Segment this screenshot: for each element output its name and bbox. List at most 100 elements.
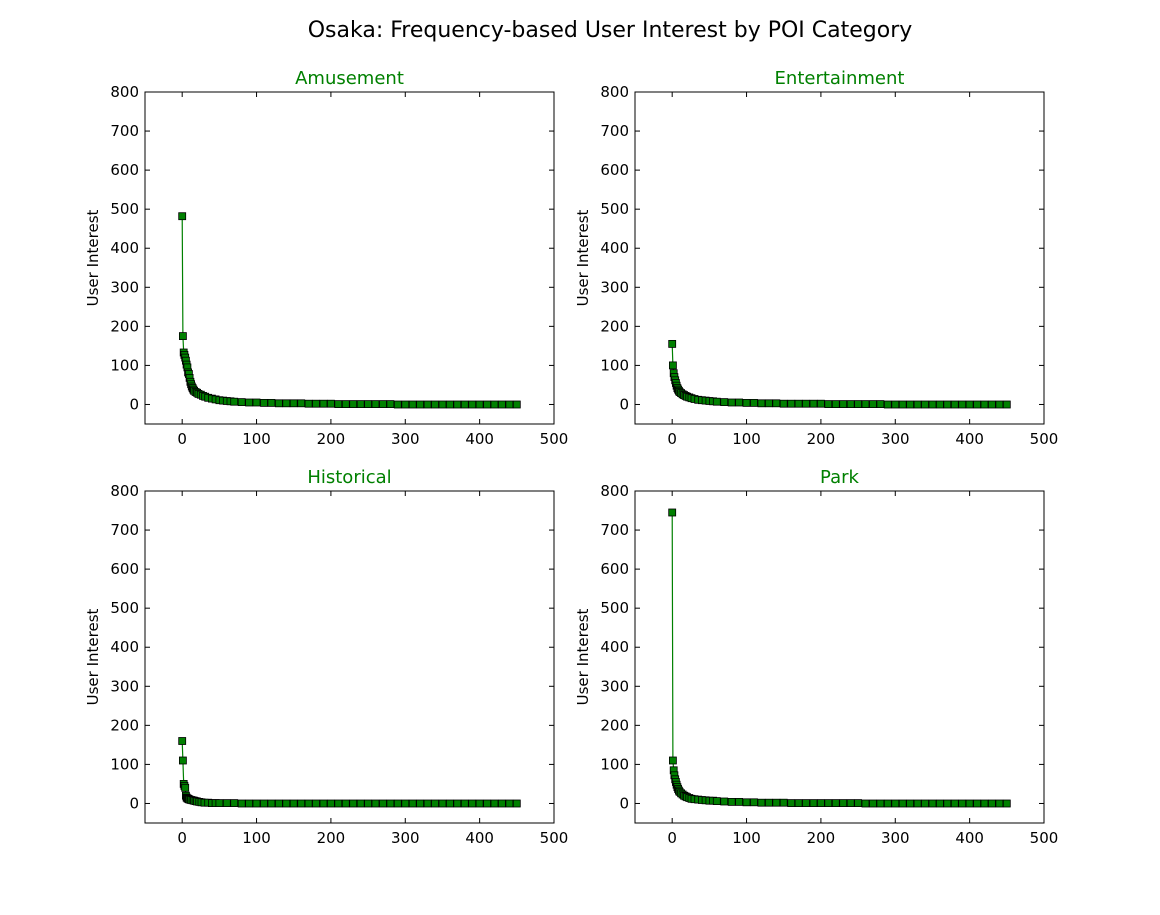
data-point (431, 400, 439, 409)
data-point (669, 756, 677, 765)
data-point (453, 799, 462, 808)
data-point (921, 400, 929, 409)
data-point (995, 400, 1004, 409)
data-point (393, 799, 402, 808)
data-point (891, 400, 900, 409)
data-point (371, 400, 380, 409)
y-tick-label: 0 (129, 794, 139, 812)
data-point (757, 399, 766, 408)
data-point (943, 799, 952, 808)
x-tick-label: 500 (1030, 829, 1059, 847)
data-point (282, 399, 291, 408)
data-point (787, 399, 796, 408)
data-point (913, 799, 922, 808)
data-point (779, 399, 788, 408)
y-tick-label: 700 (110, 122, 139, 140)
data-point (512, 400, 521, 409)
data-point (809, 399, 818, 408)
data-point (831, 799, 840, 807)
panel-amusement: Amusement User Interest 0 100 200 300 400 500 0 1… (84, 68, 568, 448)
data-point (468, 400, 477, 409)
data-point (178, 737, 187, 745)
y-tick-label: 0 (619, 794, 629, 812)
data-point (772, 798, 781, 807)
data-point (906, 799, 914, 808)
data-point (727, 398, 736, 407)
axes-frame (144, 490, 555, 824)
data-point (490, 400, 499, 409)
data-point (475, 400, 484, 409)
panel-title: Historical (307, 467, 391, 488)
x-tick-label: 0 (667, 430, 677, 448)
data-point (876, 400, 885, 409)
data-point (260, 398, 268, 407)
y-tick-label: 600 (110, 161, 139, 179)
x-tick-label: 300 (391, 829, 420, 847)
data-point (980, 799, 989, 808)
data-point (817, 799, 825, 807)
data-point (505, 799, 514, 808)
data-point (831, 400, 840, 409)
x-tick-label: 200 (807, 829, 836, 847)
data-point (1002, 400, 1011, 409)
data-point (237, 799, 246, 808)
panel-entertainment: Entertainment User Interest 0 100 200 300 400 5… (574, 68, 1058, 448)
data-point (319, 799, 328, 808)
data-point (445, 799, 454, 808)
data-point (869, 799, 877, 808)
data-point (460, 400, 469, 409)
x-tick-label: 0 (177, 829, 187, 847)
data-point (750, 398, 758, 407)
data-point (408, 400, 417, 409)
data-point (913, 400, 922, 409)
data-point (846, 799, 855, 807)
data-point (973, 400, 981, 409)
data-point (794, 799, 803, 807)
data-point (460, 799, 469, 808)
x-tick-label: 200 (317, 829, 346, 847)
data-point (846, 400, 855, 409)
data-point (742, 798, 751, 807)
data-point (274, 799, 283, 808)
data-point (215, 799, 224, 807)
data-point (512, 799, 521, 808)
x-tick-label: 500 (540, 430, 569, 448)
x-tick-label: 500 (540, 829, 569, 847)
data-point (356, 400, 365, 409)
data-point (505, 400, 514, 409)
data-point (334, 400, 343, 409)
data-point (282, 799, 291, 808)
data-point (787, 799, 796, 807)
y-tick-label: 300 (600, 278, 629, 296)
data-point (386, 799, 395, 808)
data-point (928, 400, 937, 409)
data-point (297, 399, 306, 408)
panel-park: Park User Interest 0 100 200 300 400 500 0 100 200… (574, 467, 1058, 847)
data-point (483, 799, 492, 808)
data-point (906, 400, 914, 409)
y-tick-label: 100 (110, 755, 139, 773)
data-point (817, 399, 825, 408)
data-point (883, 799, 892, 808)
y-tick-label: 200 (110, 716, 139, 734)
y-tick-label: 100 (110, 356, 139, 374)
data-point (386, 400, 395, 409)
data-point (669, 361, 677, 370)
data-point (423, 400, 432, 409)
data-point (181, 783, 190, 792)
figure-title: Osaka: Frequency-based User Interest by … (308, 18, 913, 43)
data-point (438, 799, 447, 808)
panel-title: Amusement (295, 68, 404, 89)
data-point (988, 799, 996, 808)
x-tick-label: 300 (881, 430, 910, 448)
data-point (861, 799, 870, 808)
data-point (349, 799, 358, 808)
data-point (854, 400, 862, 409)
panel-title: Park (820, 467, 859, 488)
y-tick-label: 500 (600, 599, 629, 617)
y-tick-label: 600 (110, 560, 139, 578)
data-point (936, 799, 944, 808)
data-point (854, 799, 862, 807)
y-axis-label: User Interest (574, 210, 592, 307)
